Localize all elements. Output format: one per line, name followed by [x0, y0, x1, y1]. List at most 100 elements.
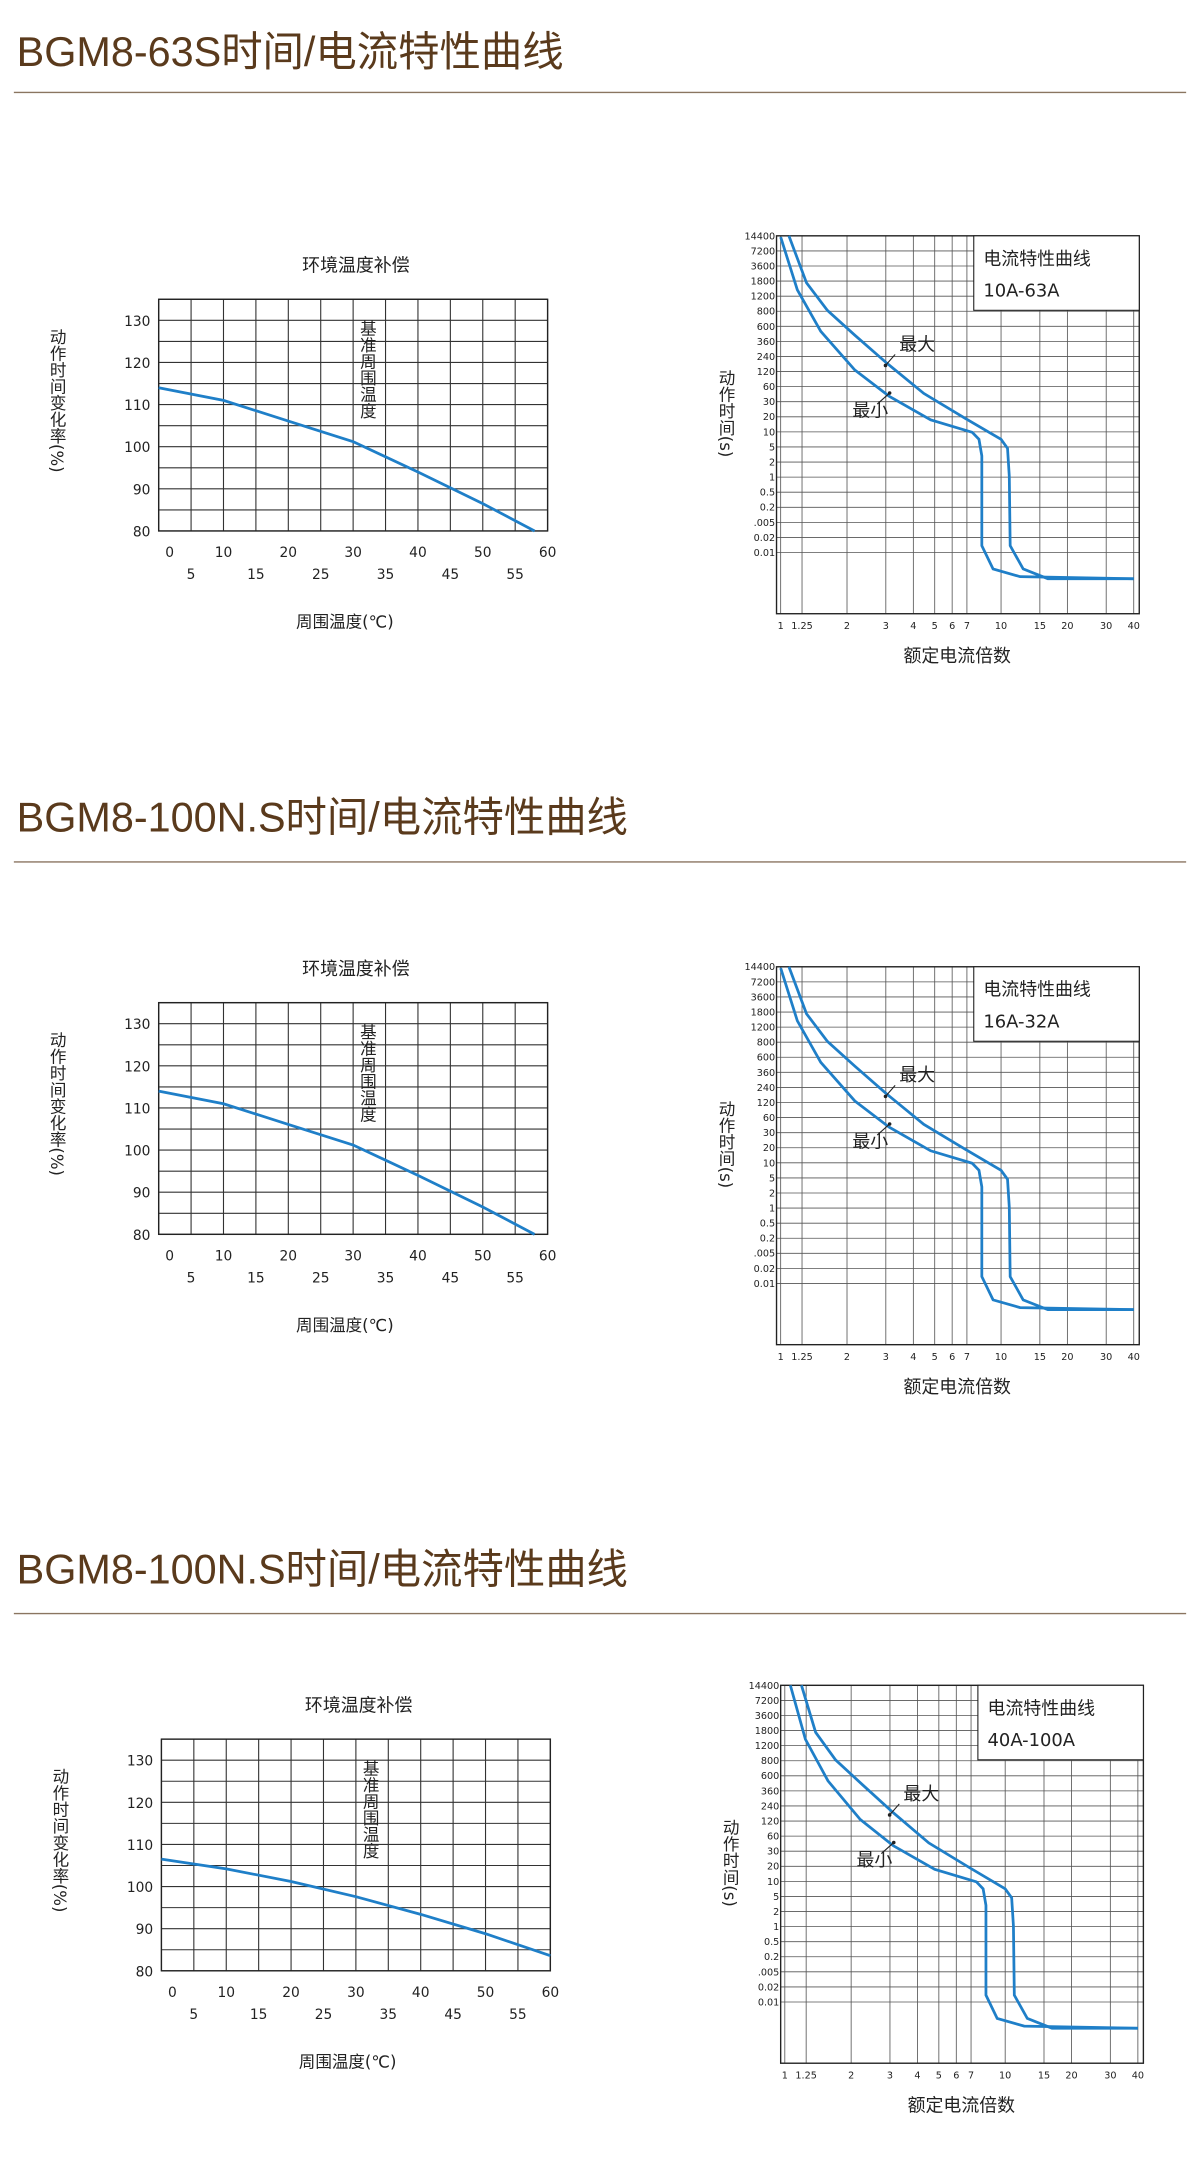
x-tick-label: 40 — [412, 1985, 430, 2001]
y-tick-label: 80 — [133, 1228, 151, 1244]
label-arrow — [880, 1842, 895, 1854]
x-tick-label: 20 — [1061, 621, 1073, 632]
y-tick-label: 80 — [133, 524, 151, 540]
curve — [787, 966, 1134, 1312]
y-tick-label: 20 — [763, 1143, 775, 1154]
y-tick-label: 60 — [767, 1832, 779, 1843]
series-label: 最小 — [857, 1850, 893, 1871]
y-tick-label: 240 — [757, 1083, 775, 1094]
x-tick-label: 10 — [215, 1249, 233, 1265]
x-tick-label: 5 — [936, 2070, 942, 2081]
y-tick-label: 600 — [761, 1771, 779, 1782]
y-tick-label: 20 — [767, 1862, 779, 1873]
y-tick-label: 2 — [769, 457, 775, 468]
x-tick-label: 0 — [165, 1249, 174, 1265]
x-axis-label: 额定电流倍数 — [903, 646, 1011, 667]
y-tick-label: 0.5 — [764, 1937, 779, 1948]
y-tick-label: 5 — [769, 1173, 775, 1184]
x-tick-label: 0 — [165, 545, 174, 561]
y-tick-label: 0.02 — [754, 1264, 775, 1275]
x-tick-label: 1.25 — [791, 621, 812, 632]
y-tick-label: 0.01 — [758, 1997, 779, 2008]
section-heading: BGM8-63S时间/电流特性曲线 — [17, 29, 564, 75]
arrow-head — [887, 1813, 892, 1817]
subtitle: 40A-100A — [988, 1730, 1076, 1751]
series-label: 最大 — [899, 1065, 935, 1086]
y-tick-label: 14400 — [744, 962, 775, 973]
x-tick-label: 10 — [217, 1985, 235, 2001]
x-tick-label: 5 — [187, 567, 196, 583]
y-tick-label: 800 — [757, 1038, 775, 1049]
curve — [161, 1857, 551, 1957]
chart: 1440072003600180012008006003602401206030… — [720, 1681, 1145, 2116]
subtitle: 10A-63A — [983, 281, 1060, 302]
chart-title: 环境温度补偿 — [302, 256, 410, 277]
x-tick-label: 1 — [778, 1352, 784, 1363]
plot-frame — [160, 1738, 552, 1972]
curve — [789, 1684, 1138, 2030]
y-tick-label: 600 — [757, 1053, 775, 1064]
x-tick-label: 15 — [247, 1271, 265, 1287]
label-arrow — [889, 1803, 900, 1816]
y-tick-label: 7200 — [755, 1696, 780, 1707]
y-tick-label: 120 — [761, 1816, 779, 1827]
x-tick-label: 4 — [914, 2070, 920, 2081]
x-tick-label: 30 — [347, 1985, 365, 2001]
section-heading: BGM8-100N.S时间/电流特性曲线 — [17, 795, 628, 841]
x-tick-label: 15 — [1034, 621, 1046, 632]
series-label: 最小 — [852, 401, 888, 422]
plot-frame — [157, 298, 549, 532]
x-tick-label: 15 — [247, 567, 265, 583]
arrow-head — [883, 1094, 888, 1099]
x-axis-label: 额定电流倍数 — [908, 2095, 1016, 2116]
annotation: 基准周围温度 — [360, 1759, 379, 1859]
label-arrow — [885, 354, 896, 366]
x-tick-label: 4 — [910, 1352, 916, 1363]
y-tick-label: 1 — [769, 473, 775, 484]
arrow-head — [891, 1840, 896, 1845]
x-tick-label: 5 — [187, 1271, 196, 1287]
x-tick-label: 30 — [1100, 1352, 1112, 1363]
label-arrow — [876, 1123, 890, 1136]
y-tick-label: 130 — [124, 314, 150, 330]
x-tick-label: 10 — [995, 621, 1007, 632]
x-tick-label: 40 — [409, 1249, 427, 1265]
y-tick-label: 130 — [127, 1754, 153, 1770]
y-tick-label: 100 — [124, 440, 150, 456]
x-tick-label: 40 — [409, 545, 427, 561]
y-tick-label: 3600 — [751, 992, 776, 1003]
annotation: 基准周围温度 — [357, 320, 376, 420]
x-tick-label: 2 — [844, 1352, 850, 1363]
y-tick-label: .005 — [754, 518, 775, 529]
x-tick-label: 45 — [442, 1271, 460, 1287]
y-tick-label: 240 — [757, 352, 775, 363]
section-heading: BGM8-100N.S时间/电流特性曲线 — [17, 1546, 628, 1592]
y-tick-label: 800 — [761, 1756, 779, 1767]
x-tick-label: 3 — [883, 1352, 889, 1363]
y-tick-label: 0.01 — [754, 1279, 775, 1290]
y-tick-label: 80 — [136, 1964, 154, 1980]
x-tick-label: 40 — [1128, 621, 1140, 632]
y-tick-label: 1 — [769, 1204, 775, 1215]
chart: 1440072003600180012008006003602401206030… — [716, 231, 1140, 667]
y-tick-label: 360 — [761, 1786, 779, 1797]
y-tick-label: 7200 — [751, 246, 776, 257]
x-axis-label: 周围温度(℃) — [296, 613, 394, 632]
y-tick-label: 1200 — [751, 1023, 776, 1034]
x-tick-label: 0 — [168, 1985, 177, 2001]
y-tick-label: 240 — [761, 1801, 779, 1812]
x-tick-label: 60 — [542, 1985, 560, 2001]
x-tick-label: 40 — [1128, 1352, 1140, 1363]
x-tick-label: 2 — [844, 621, 850, 632]
x-tick-label: 35 — [380, 2007, 398, 2023]
x-tick-label: 30 — [344, 1249, 362, 1265]
x-tick-label: 10 — [999, 2070, 1011, 2081]
x-tick-label: 50 — [474, 545, 492, 561]
curve — [779, 236, 1134, 581]
y-tick-label: 2 — [773, 1907, 779, 1918]
x-axis-label: 额定电流倍数 — [903, 1377, 1011, 1398]
x-tick-label: 5 — [932, 1352, 938, 1363]
y-tick-label: 3600 — [751, 261, 776, 272]
chart: 80 90 100 110 120 130 05 10 15 20 25 30 35 40 45 50 55 60… — [50, 1696, 559, 2072]
